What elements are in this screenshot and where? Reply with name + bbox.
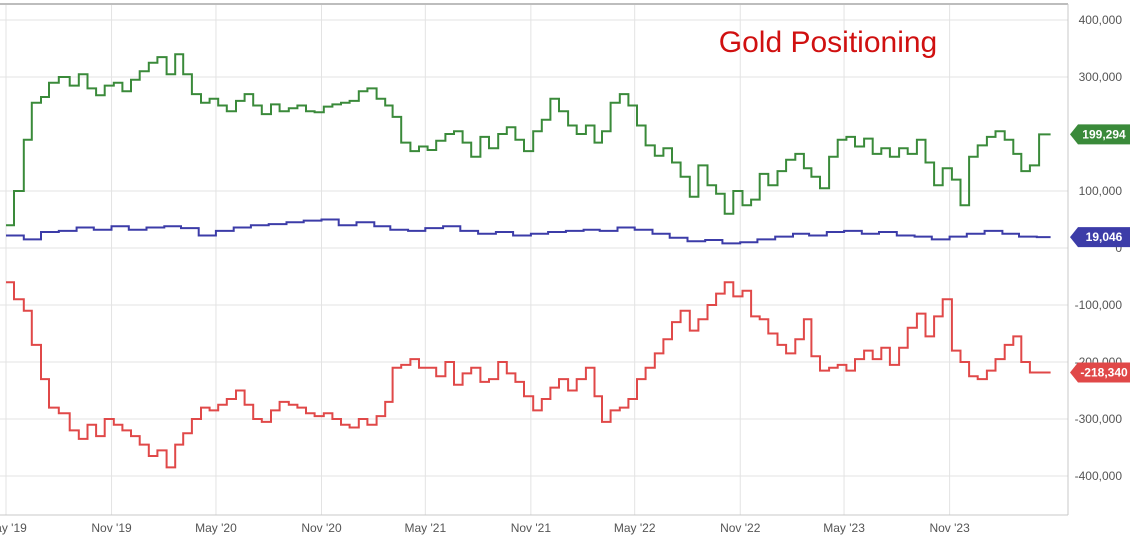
- series-line-2: [6, 218, 1051, 245]
- y-tick-label: -400,000: [1075, 469, 1123, 483]
- y-tick-label: 100,000: [1079, 184, 1123, 198]
- badge-shape: [1070, 124, 1130, 145]
- badge-value: -218,340: [1080, 365, 1128, 379]
- last-value-badge: -218,340: [1070, 362, 1130, 383]
- x-tick-label: May '21: [404, 521, 446, 535]
- x-tick-label: Nov '19: [91, 521, 132, 535]
- x-tick-label: Nov '21: [511, 521, 552, 535]
- last-value-badges: 199,294 19,046 -218,340: [1070, 124, 1130, 383]
- y-tick-label: 300,000: [1079, 70, 1123, 84]
- badge-value: 19,046: [1086, 230, 1123, 244]
- badge-shape: [1070, 227, 1130, 248]
- y-tick-label: -100,000: [1075, 298, 1123, 312]
- last-value-badge: 19,046: [1070, 227, 1130, 248]
- last-value-badge: 199,294: [1070, 124, 1130, 145]
- x-tick-label: May '19: [0, 521, 27, 535]
- y-tick-label: -300,000: [1075, 412, 1123, 426]
- badge-value: 199,294: [1082, 127, 1126, 141]
- y-tick-label: 0: [1115, 241, 1122, 255]
- x-tick-label: Nov '23: [929, 521, 970, 535]
- x-tick-labels: May '19 Nov '19 May '20 Nov '20 May '21 Nov '…: [0, 521, 970, 535]
- series-layer: [6, 53, 1051, 469]
- x-tick-label: May '20: [195, 521, 237, 535]
- badge-shape: [1070, 362, 1130, 383]
- x-tick-label: May '23: [823, 521, 865, 535]
- chart-title: Gold Positioning: [719, 26, 937, 59]
- series-line-3: [6, 281, 1051, 469]
- series-line-1: [6, 53, 1051, 227]
- y-tick-label: 400,000: [1079, 13, 1123, 27]
- y-grid: [0, 19, 1068, 477]
- x-grid: [5, 4, 951, 515]
- x-tick-label: May '22: [614, 521, 656, 535]
- x-tick-label: Nov '20: [301, 521, 342, 535]
- y-tick-labels: 400,000300,000100,0000-100,000-200,000-3…: [1075, 13, 1123, 483]
- x-tick-label: Nov '22: [720, 521, 761, 535]
